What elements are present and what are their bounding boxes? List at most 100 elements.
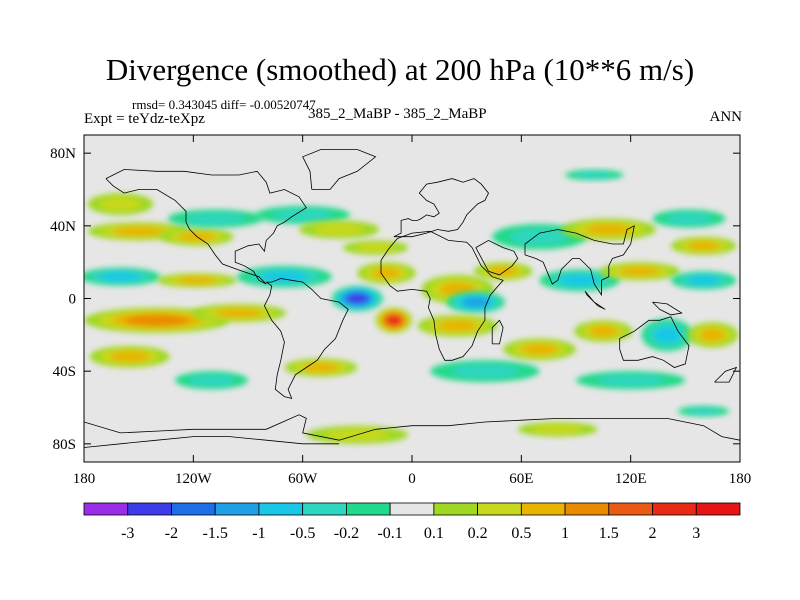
- colorbar: -3 -2 -1.5 -1 -0.5 -0.2 -0.1 0.1 0.2 0.5 1 1.5 2 3: [83, 502, 741, 542]
- divergence-contours: [84, 169, 739, 444]
- divergence-feature: [375, 307, 412, 334]
- divergence-contour-level: [176, 276, 218, 284]
- divergence-contour-level: [596, 374, 665, 386]
- case-comparison-label: 385_2_MaBP - 385_2_MaBP: [308, 106, 487, 122]
- coastline: [584, 290, 606, 310]
- rmsd-diff-label: rmsd= 0.343045 diff= -0.00520747: [132, 97, 316, 112]
- colorbar-label: 3: [692, 525, 700, 542]
- coastline: [263, 278, 349, 399]
- experiment-label: Expt = teYdz-teXpz: [84, 111, 205, 127]
- plot-background: [84, 135, 740, 462]
- divergence-feature: [599, 262, 680, 281]
- divergence-feature: [175, 371, 248, 390]
- coastline: [84, 436, 340, 448]
- x-tick-label: 120W: [175, 471, 213, 487]
- colorbar-label: -0.1: [377, 525, 402, 542]
- divergence-contour-level: [463, 297, 489, 307]
- divergence-contour-level: [302, 362, 340, 373]
- y-tick-label: 80N: [50, 146, 76, 162]
- colorbar-label: -3: [121, 525, 134, 542]
- divergence-contour-level: [113, 226, 165, 236]
- coastline: [491, 319, 504, 345]
- colorbar-label: 0.2: [468, 525, 488, 542]
- plot-area: [84, 135, 740, 462]
- divergence-feature: [237, 265, 332, 288]
- divergence-feature: [156, 273, 238, 288]
- colorbar-swatch: [214, 502, 260, 516]
- x-axis: 180 120W 60W 0 60E 120E 180: [73, 135, 751, 487]
- coastline: [714, 366, 738, 383]
- colorbar-label: 0.1: [424, 525, 444, 542]
- colorbar-swatch: [171, 502, 216, 516]
- divergence-contour-level: [215, 308, 263, 318]
- divergence-contour-level: [532, 424, 583, 434]
- colorbar-swatch: [389, 502, 435, 516]
- divergence-feature: [503, 338, 576, 361]
- colorbar-label: 2: [649, 525, 657, 542]
- divergence-contour-level: [125, 314, 189, 326]
- colorbar-swatch: [127, 502, 172, 516]
- colorbar-label: -1.5: [203, 525, 228, 542]
- divergence-contour-level: [619, 266, 660, 276]
- divergence-contour-level: [99, 197, 141, 211]
- divergence-contour-level: [687, 407, 720, 415]
- divergence-feature: [574, 320, 633, 343]
- divergence-feature: [687, 322, 739, 348]
- divergence-feature: [670, 236, 737, 255]
- season-label: ANN: [709, 109, 743, 125]
- divergence-feature: [417, 314, 498, 337]
- divergence-contour-level: [687, 241, 720, 251]
- colorbar-label: 0.5: [511, 525, 531, 542]
- colorbar-swatch: [695, 502, 741, 516]
- y-tick-label: 40S: [53, 364, 76, 380]
- coastline: [475, 239, 519, 276]
- divergence-feature: [87, 193, 154, 215]
- y-tick-label: 80S: [53, 437, 76, 453]
- divergence-contour-level: [699, 328, 726, 342]
- divergence-feature: [561, 218, 657, 241]
- x-tick-label: 60E: [509, 471, 533, 487]
- divergence-contour-level: [488, 266, 518, 276]
- divergence-contour-level: [437, 320, 478, 332]
- divergence-contour-level: [585, 224, 633, 235]
- x-tick-label: 60W: [288, 471, 318, 487]
- colorbar-swatch: [83, 502, 129, 516]
- divergence-feature: [357, 262, 416, 284]
- divergence-feature: [678, 405, 730, 417]
- colorbar-swatch: [433, 502, 479, 516]
- divergence-contour-level: [450, 364, 520, 378]
- divergence-feature: [565, 169, 624, 181]
- coastline: [652, 301, 683, 316]
- colorbar-label: -1: [252, 525, 265, 542]
- y-axis: 80N 40N 0 40S 80S: [50, 146, 740, 453]
- colorbar-label: -0.2: [334, 525, 359, 542]
- coastlines: [84, 149, 740, 448]
- colorbar-swatch: [345, 502, 391, 516]
- x-tick-label: 0: [408, 471, 416, 487]
- divergence-contour-level: [355, 243, 397, 253]
- divergence-contour-level: [386, 315, 401, 326]
- divergence-feature: [84, 267, 161, 286]
- y-tick-label: 0: [69, 292, 77, 308]
- divergence-contour-level: [185, 212, 245, 225]
- divergence-feature: [284, 358, 358, 377]
- divergence-feature: [517, 422, 598, 437]
- divergence-feature: [473, 262, 533, 281]
- divergence-feature: [167, 209, 263, 228]
- divergence-contour-level: [273, 209, 333, 221]
- coastline: [105, 169, 307, 285]
- divergence-contour-level: [371, 267, 402, 279]
- colorbar-label: 1.5: [599, 525, 619, 542]
- divergence-feature: [331, 285, 383, 312]
- divergence-feature: [652, 209, 726, 228]
- divergence-feature: [641, 318, 693, 352]
- x-tick-label: 120E: [615, 471, 647, 487]
- divergence-contour-level: [666, 212, 712, 225]
- divergence-contour-level: [260, 271, 309, 283]
- divergence-contour-level: [188, 374, 235, 386]
- divergence-contour-level: [654, 326, 680, 344]
- colorbar-swatch: [564, 502, 610, 516]
- coastline: [524, 225, 635, 297]
- divergence-feature: [299, 220, 380, 239]
